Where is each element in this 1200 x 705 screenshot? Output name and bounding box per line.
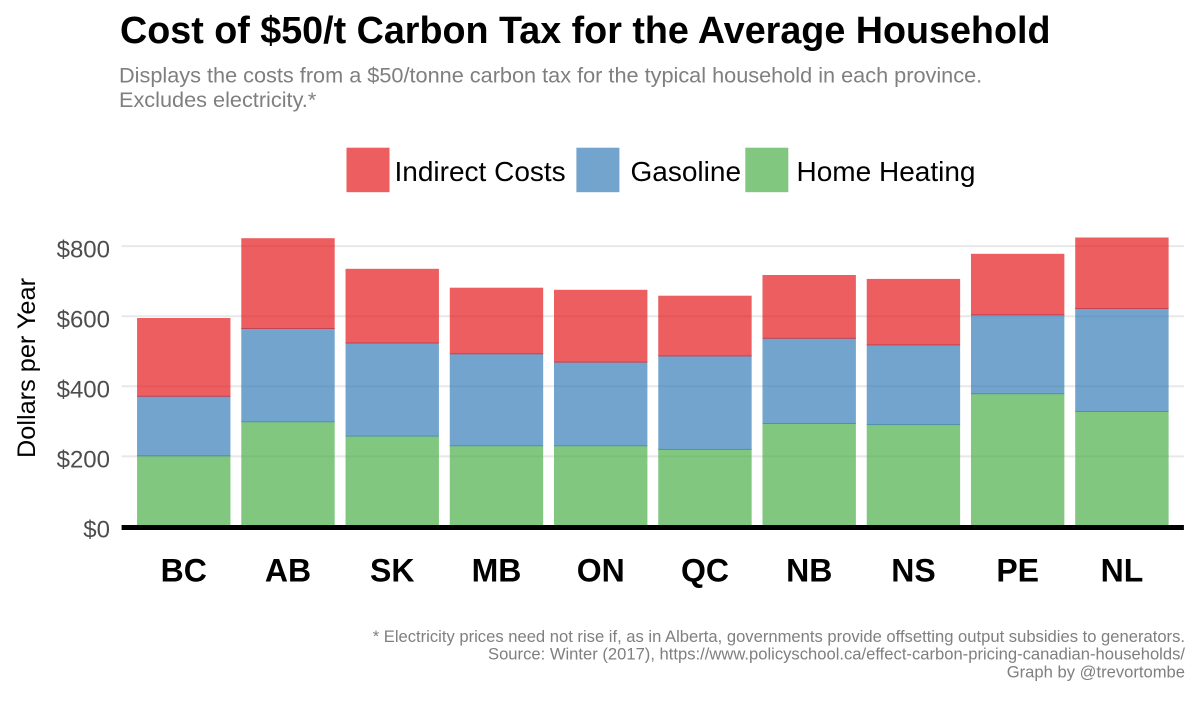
svg-text:Graph by @trevortombe: Graph by @trevortombe (1007, 663, 1185, 682)
svg-text:QC: QC (681, 552, 729, 588)
svg-text:Source: Winter (2017), https:/: Source: Winter (2017), https://www.polic… (488, 645, 1185, 664)
svg-text:Cost of $50/t Carbon Tax for t: Cost of $50/t Carbon Tax for the Average… (120, 9, 1050, 51)
svg-text:NS: NS (891, 552, 935, 588)
svg-text:BC: BC (161, 552, 207, 588)
svg-text:MB: MB (472, 552, 522, 588)
svg-text:Excludes electricity.*: Excludes electricity.* (119, 87, 317, 112)
svg-text:PE: PE (996, 552, 1039, 588)
svg-text:SK: SK (370, 552, 414, 588)
svg-text:$0: $0 (83, 517, 110, 544)
svg-text:Gasoline: Gasoline (631, 156, 742, 187)
svg-text:Indirect Costs: Indirect Costs (395, 156, 566, 187)
svg-text:AB: AB (265, 552, 311, 588)
svg-text:$400: $400 (57, 377, 110, 404)
svg-text:NB: NB (786, 552, 832, 588)
svg-text:Dollars per Year: Dollars per Year (13, 278, 41, 458)
svg-text:$800: $800 (57, 236, 110, 263)
svg-text:* Electricity prices need not: * Electricity prices need not rise if, a… (373, 627, 1185, 646)
svg-text:ON: ON (577, 552, 625, 588)
svg-text:NL: NL (1101, 552, 1144, 588)
svg-text:$600: $600 (57, 306, 110, 333)
svg-text:Home Heating: Home Heating (797, 156, 976, 187)
svg-text:Displays the costs from a $50/: Displays the costs from a $50/tonne carb… (119, 63, 982, 88)
svg-text:$200: $200 (57, 447, 110, 474)
